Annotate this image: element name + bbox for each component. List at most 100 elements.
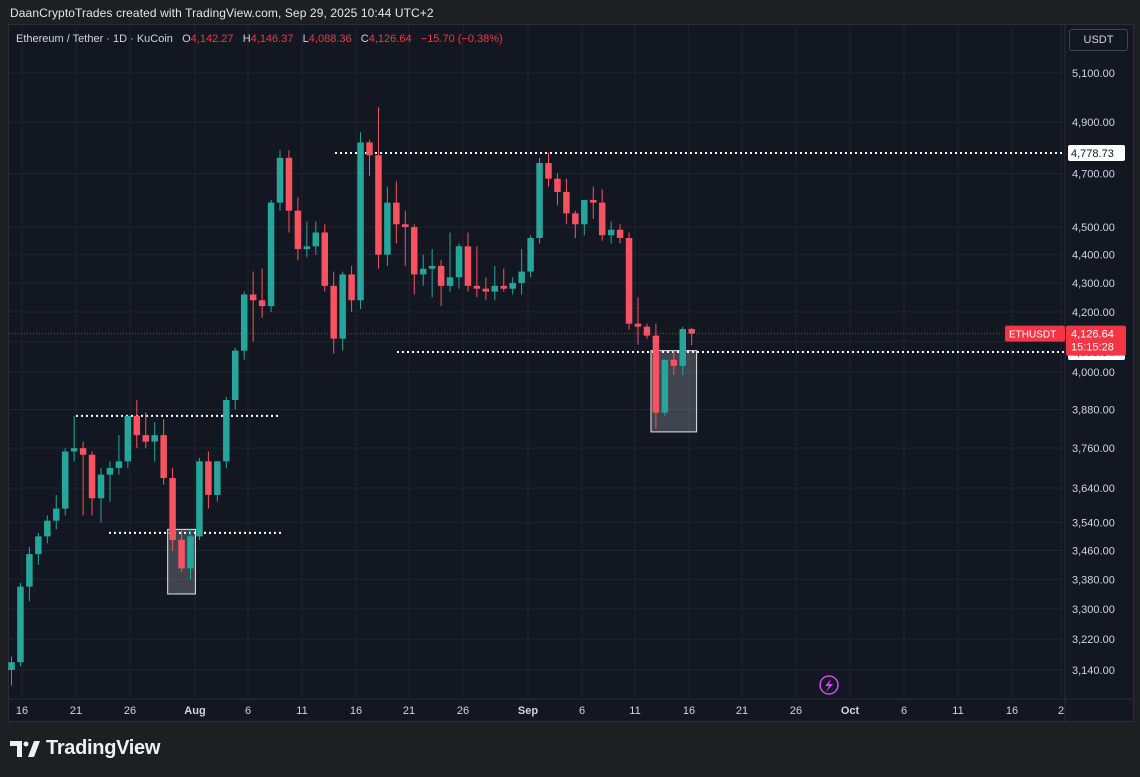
x-axis-tick-label: 16 (683, 705, 695, 717)
y-axis-tick-label: 3,460.00 (1072, 546, 1115, 558)
candle-body (419, 268, 427, 275)
y-axis-tick-label: 4,400.00 (1072, 250, 1115, 262)
candle-body (339, 274, 346, 339)
y-axis-tick-label: 5,100.00 (1072, 68, 1115, 80)
x-axis-tick-label: 21 (70, 705, 82, 717)
candle-body (196, 461, 203, 537)
candle-body (527, 237, 534, 272)
candle-body (384, 202, 391, 255)
candle-body (375, 155, 382, 255)
y-axis-tick-label: 4,900.00 (1072, 117, 1115, 129)
candle-body (402, 224, 409, 228)
candle-body (428, 265, 436, 269)
high-value: 4,146.37 (250, 33, 294, 45)
candle-body (509, 282, 516, 289)
candle-body (249, 294, 257, 301)
candle-body (312, 232, 320, 247)
bar-countdown: 15:15:28 (1071, 342, 1114, 354)
candle-body (178, 539, 185, 569)
x-axis-tick-label: 2 (1058, 705, 1064, 717)
candle-body (214, 461, 221, 495)
symbol-title[interactable]: Ethereum / Tether · 1D · KuCoin (16, 33, 173, 45)
candle-body (240, 294, 248, 351)
candle-body (44, 520, 51, 537)
candle-body (223, 400, 230, 462)
chart-panel[interactable] (8, 24, 1134, 722)
tradingview-logo-icon (10, 740, 40, 757)
symbol-price-tag (1005, 325, 1065, 342)
tradingview-logo-text: TradingView (46, 737, 161, 759)
candle-body (643, 326, 651, 336)
candle-body (321, 232, 328, 286)
candle-body (115, 461, 123, 468)
candle-body (160, 435, 167, 478)
candle-body (464, 246, 472, 286)
candle-body (232, 350, 239, 401)
candle-body (437, 265, 445, 286)
x-axis-tick-label: Aug (184, 705, 205, 717)
y-axis-tick-label: 3,380.00 (1072, 574, 1115, 586)
currency-button[interactable]: USDT (1069, 29, 1128, 51)
candle-body (572, 213, 579, 225)
candle-body (133, 415, 141, 436)
open-value: 4,142.27 (190, 33, 234, 45)
candle-body (35, 536, 42, 555)
y-axis-tick-label: 4,000.00 (1072, 367, 1115, 379)
lightning-icon (825, 679, 833, 692)
lightning-icon (819, 675, 839, 695)
candle-body (563, 191, 570, 214)
candle-body (679, 329, 686, 366)
candle-body (590, 199, 597, 203)
open-label: O (182, 33, 191, 45)
candle-body (670, 359, 678, 366)
x-axis-tick-label: 26 (457, 705, 469, 717)
x-axis-tick-label: 21 (736, 705, 748, 717)
tradingview-logo[interactable]: TradingView (10, 737, 160, 760)
y-axis-tick-label: 3,140.00 (1072, 665, 1115, 677)
candle-body (366, 142, 373, 156)
candle-body (634, 323, 642, 327)
candle-body (267, 202, 275, 307)
candle-body (303, 246, 311, 250)
y-axis-tick-label: 3,880.00 (1072, 404, 1115, 416)
candle-body (482, 288, 490, 292)
candle-body (518, 271, 525, 283)
candle-body (205, 461, 212, 495)
candle-body (187, 536, 194, 569)
candle-body (17, 586, 24, 663)
candle-body (446, 277, 454, 286)
candle-body (393, 202, 400, 225)
y-axis-tick-label: 3,640.00 (1072, 483, 1115, 495)
last-price-value: 4,126.64 (1071, 329, 1114, 341)
candle-body (661, 359, 669, 413)
candle-body (545, 163, 552, 179)
x-axis-tick-label: 21 (403, 705, 415, 717)
candle-body (276, 157, 284, 203)
y-axis-tick-label: 4,700.00 (1072, 168, 1115, 180)
candle-body (151, 435, 158, 442)
candle-body (554, 178, 561, 192)
change-value: −15.70 (−0.38%) (420, 33, 503, 45)
symbol-price-tag-label: ETHUSDT (1009, 330, 1056, 341)
x-axis-tick-label: 26 (124, 705, 136, 717)
x-axis-tick-label: 11 (952, 705, 963, 717)
candle-body (652, 335, 660, 413)
candle-body (473, 285, 481, 289)
close-value: 4,126.64 (368, 33, 412, 45)
candle-body (258, 300, 266, 307)
level-price-tag (1068, 145, 1125, 162)
ohlc-legend: Ethereum / Tether · 1D · KuCoin O4,142.2… (16, 33, 503, 45)
candle-body (491, 285, 499, 292)
credit-line: DaanCryptoTrades created with TradingVie… (10, 6, 434, 20)
candle-body (26, 554, 33, 587)
candle-body (294, 210, 302, 250)
candle-body (607, 229, 615, 236)
y-axis-tick-label: 3,300.00 (1072, 604, 1115, 616)
candle-body (142, 435, 149, 442)
candle-body (70, 448, 78, 452)
candle-body (357, 142, 364, 301)
x-axis-tick-label: Sep (518, 705, 538, 717)
x-axis-tick-label: 6 (579, 705, 585, 717)
candle-body (97, 474, 105, 499)
